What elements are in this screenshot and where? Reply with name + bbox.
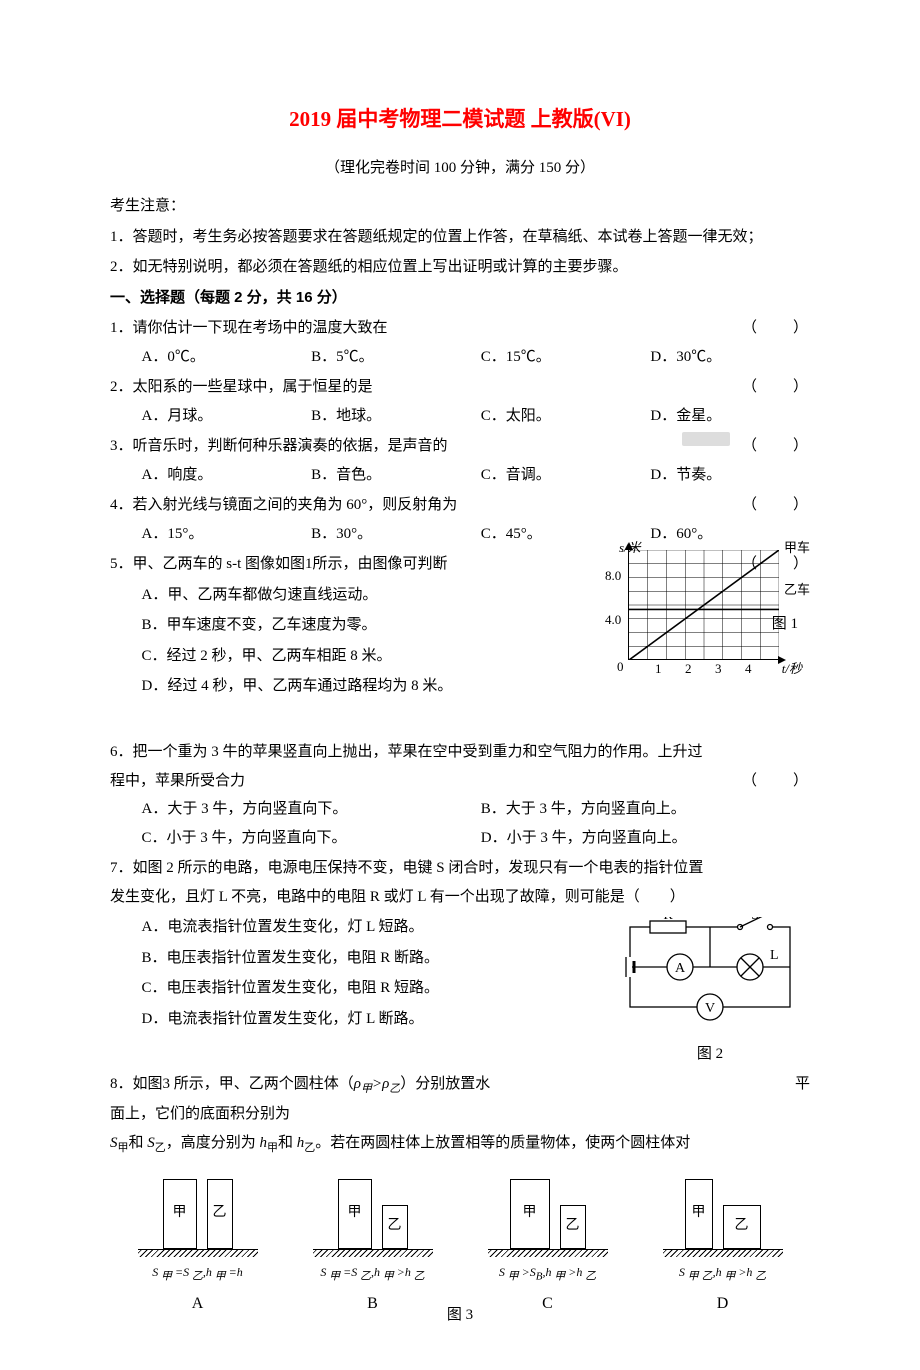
q3-stem: 3．听音乐时，判断何种乐器演奏的依据，是声音的	[110, 432, 682, 461]
q1-C: C．15℃。	[481, 343, 641, 372]
q8-option-B: 甲 乙 S 甲 =S 乙,h 甲 >h 乙 B	[293, 1169, 453, 1320]
question-8: 8．如图3 所示，甲、乙两个圆柱体（ρ甲>ρ乙）分别放置水 平 面上，它们的底面…	[110, 1070, 810, 1329]
q5-choices: A．甲、乙两车都做匀速直线运动。 B．甲车速度不变，乙车速度为零。 C．经过 2…	[110, 581, 510, 701]
q6-stem-line2: 程中，苹果所受合力	[110, 767, 730, 796]
section-1-heading: 一、选择题（每题 2 分，共 16 分）	[110, 284, 810, 313]
q5-xlabel: t/秒	[782, 657, 802, 682]
circuit-A-label: A	[675, 961, 686, 976]
circuit-svg: R S L A V	[610, 917, 810, 1027]
q4-A: A．15°。	[142, 520, 302, 549]
q3-A: A．响度。	[142, 461, 302, 490]
question-2: 2．太阳系的一些星球中，属于恒星的是 （ ） A．月球。 B．地球。 C．太阳。…	[110, 373, 810, 430]
q1-B: B．5℃。	[311, 343, 471, 372]
q5-chart: s/米 t/秒 0 甲车 乙车 图 1 4.08.0 1234	[610, 550, 810, 660]
q1-A: A．0℃。	[142, 343, 302, 372]
q5-carB-label: 乙车	[784, 578, 810, 603]
q7-figure-label: 图 2	[610, 1040, 810, 1069]
q1-D: D．30℃。	[650, 343, 810, 372]
q7-stem-line2: 发生变化，且灯 L 不亮，电路中的电阻 R 或灯 L 有一个出现了故障，则可能是…	[110, 883, 810, 912]
q3-blur	[682, 432, 730, 446]
q7-stem-line1: 7．如图 2 所示的电路，电源电压保持不变，电键 S 闭合时，发现只有一个电表的…	[110, 854, 810, 883]
ground-hatch-icon	[313, 1249, 433, 1257]
q8-stem-line2: 面上，它们的底面积分别为	[110, 1100, 810, 1129]
notice-2: 2．如无特别说明，都必须在答题纸的相应位置上写出证明或计算的主要步骤。	[110, 253, 810, 282]
ground-hatch-icon	[663, 1249, 783, 1257]
q6-stem-line1: 6．把一个重为 3 牛的苹果竖直向上抛出，苹果在空中受到重力和空气阻力的作用。上…	[110, 738, 810, 767]
q2-paren: （ ）	[742, 373, 810, 402]
q5-svg	[629, 550, 779, 660]
q8-stem-line1: 8．如图3 所示，甲、乙两个圆柱体（ρ甲>ρ乙）分别放置水	[110, 1070, 795, 1100]
notice-1: 1．答题时，考生务必按答题要求在答题纸规定的位置上作答，在草稿纸、本试卷上答题一…	[110, 223, 810, 252]
q8-option-C: 甲 乙 S 甲 >SB,h 甲 >h 乙 C	[468, 1169, 628, 1320]
q6-paren: （ ）	[742, 767, 810, 796]
ground-hatch-icon	[488, 1249, 608, 1257]
q4-B: B．30°。	[311, 520, 471, 549]
ground-hatch-icon	[138, 1249, 258, 1257]
q8-options-row: 甲 乙 S 甲 =S 乙,h 甲 =h A 甲 乙 S 甲 =S 乙,h 甲 >…	[110, 1169, 810, 1320]
q5-D: D．经过 4 秒，甲、乙两车通过路程均为 8 米。	[142, 672, 511, 701]
q7-circuit: R S L A V 图 2	[610, 917, 810, 1068]
exam-subtitle: （理化完卷时间 100 分钟，满分 150 分）	[110, 154, 810, 183]
q5-A: A．甲、乙两车都做匀速直线运动。	[142, 581, 511, 610]
question-5: 5．甲、乙两车的 s-t 图像如图1所示，由图像可判断 （ ） A．甲、乙两车都…	[110, 550, 810, 720]
q2-D: D．金星。	[650, 402, 810, 431]
q6-A: A．大于 3 牛，方向竖直向下。	[142, 795, 471, 824]
q8-option-D: 甲 乙 S 甲 乙,h 甲 >h 乙 D	[643, 1169, 803, 1320]
question-4: 4．若入射光线与镜面之间的夹角为 60°，则反射角为 （ ） A．15°。 B．…	[110, 491, 810, 548]
circuit-V-label: V	[705, 1001, 715, 1016]
q3-choices: A．响度。 B．音色。 C．音调。 D．节奏。	[110, 461, 810, 490]
q6-choices-row1: A．大于 3 牛，方向竖直向下。 B．大于 3 牛，方向竖直向上。	[110, 795, 810, 824]
q1-choices: A．0℃。 B．5℃。 C．15℃。 D．30℃。	[110, 343, 810, 372]
question-7: 7．如图 2 所示的电路，电源电压保持不变，电键 S 闭合时，发现只有一个电表的…	[110, 854, 810, 1068]
q5-C: C．经过 2 秒，甲、乙两车相距 8 米。	[142, 642, 511, 671]
q6-B: B．大于 3 牛，方向竖直向上。	[481, 795, 810, 824]
q3-D: D．节奏。	[650, 461, 810, 490]
question-3: 3．听音乐时，判断何种乐器演奏的依据，是声音的 （ ） A．响度。 B．音色。 …	[110, 432, 810, 489]
question-1: 1．请你估计一下现在考场中的温度大致在 （ ） A．0℃。 B．5℃。 C．15…	[110, 314, 810, 371]
q4-C: C．45°。	[481, 520, 641, 549]
circuit-L-label: L	[770, 948, 779, 963]
q6-C: C．小于 3 牛，方向竖直向下。	[142, 824, 471, 853]
question-6: 6．把一个重为 3 牛的苹果竖直向上抛出，苹果在空中受到重力和空气阻力的作用。上…	[110, 738, 810, 852]
q6-D: D．小于 3 牛，方向竖直向上。	[481, 824, 810, 853]
q8-stem-tail: 平	[795, 1070, 810, 1100]
q8-option-A: 甲 乙 S 甲 =S 乙,h 甲 =h A	[118, 1169, 278, 1320]
q1-paren: （ ）	[742, 314, 810, 343]
circuit-S-label: S	[751, 917, 759, 923]
q2-A: A．月球。	[142, 402, 302, 431]
q3-C: C．音调。	[481, 461, 641, 490]
q1-stem: 1．请你估计一下现在考场中的温度大致在	[110, 314, 730, 343]
q2-C: C．太阳。	[481, 402, 641, 431]
q4-choices: A．15°。 B．30°。 C．45°。 D．60°。	[110, 520, 810, 549]
q4-paren: （ ）	[742, 491, 810, 520]
exam-title: 2019 届中考物理二模试题 上教版(VI)	[110, 100, 810, 140]
notice-header: 考生注意：	[110, 192, 810, 221]
q5-carA-label: 甲车	[784, 536, 810, 561]
q8-stem-line3: S甲和 S乙，高度分别为 h甲和 h乙。若在两圆柱体上放置相等的质量物体，使两个…	[110, 1129, 810, 1159]
q6-choices-row2: C．小于 3 牛，方向竖直向下。 D．小于 3 牛，方向竖直向上。	[110, 824, 810, 853]
q2-stem: 2．太阳系的一些星球中，属于恒星的是	[110, 373, 730, 402]
q5-stem: 5．甲、乙两车的 s-t 图像如图1所示，由图像可判断	[110, 550, 490, 579]
q5-B: B．甲车速度不变，乙车速度为零。	[142, 611, 511, 640]
q4-stem: 4．若入射光线与镜面之间的夹角为 60°，则反射角为	[110, 491, 730, 520]
q3-paren: （ ）	[742, 432, 810, 461]
q5-zero: 0	[617, 655, 624, 680]
circuit-R-label: R	[663, 917, 673, 923]
q2-B: B．地球。	[311, 402, 471, 431]
q2-choices: A．月球。 B．地球。 C．太阳。 D．金星。	[110, 402, 810, 431]
q3-B: B．音色。	[311, 461, 471, 490]
